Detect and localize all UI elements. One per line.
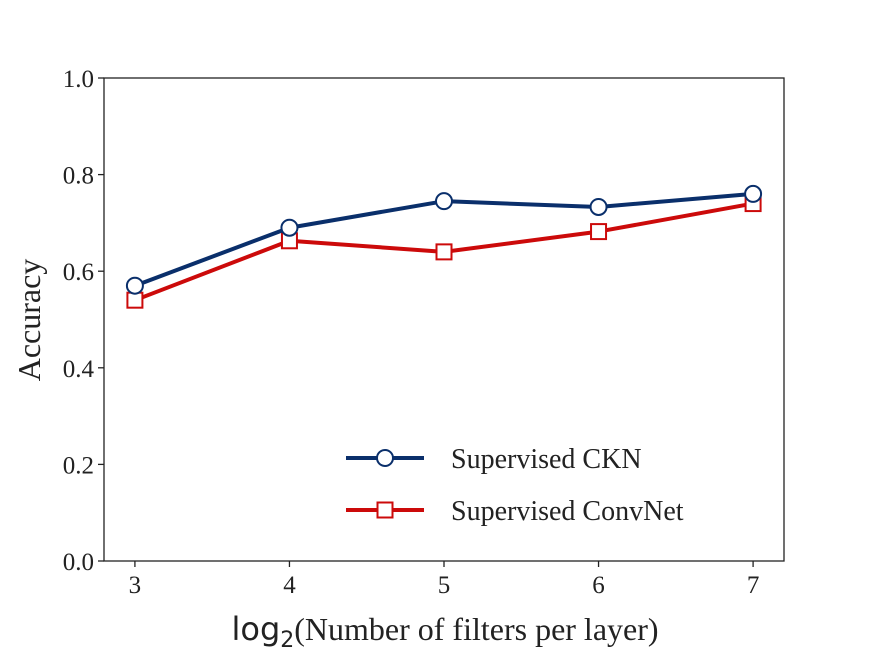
y-tick-label: 0.2 (63, 452, 94, 479)
y-tick-label: 0.0 (63, 549, 94, 576)
data-point-supervised-ckn (745, 186, 761, 202)
y-tick-label: 0.8 (63, 163, 94, 190)
line-chart: 0.0 0.2 0.4 0.6 0.8 1.0 3 4 5 6 7 Accuracy log2(Nu… (0, 0, 872, 654)
y-tick-label: 0.6 (63, 259, 94, 286)
x-axis-title-subscript: 2 (280, 628, 294, 653)
data-point-supervised-convnet (437, 244, 452, 259)
y-tick-label: 0.4 (63, 356, 95, 383)
x-axis-title-text: (Number of filters per layer) (294, 611, 658, 647)
y-tick-label: 1.0 (63, 66, 94, 93)
data-point-supervised-ckn (127, 278, 143, 294)
x-axis-title: log2(Number of filters per layer) (231, 610, 658, 653)
data-point-supervised-ckn (436, 193, 452, 209)
series-supervised-ckn (127, 186, 761, 294)
series-layer (127, 186, 761, 308)
legend-marker-supervised-ckn (377, 450, 393, 466)
legend-label-supervised-convnet: Supervised ConvNet (451, 496, 684, 527)
legend-label-supervised-ckn: Supervised CKN (451, 444, 642, 475)
x-tick-label: 6 (592, 572, 605, 599)
x-tick-label: 7 (747, 572, 760, 599)
y-axis-title: Accuracy (11, 259, 47, 382)
legend-marker-supervised-convnet (378, 503, 393, 518)
legend: Supervised CKN Supervised ConvNet (346, 444, 684, 527)
data-point-supervised-convnet (127, 293, 142, 308)
data-point-supervised-ckn (591, 199, 607, 215)
x-axis-title-func: log (231, 610, 280, 648)
x-tick-label: 3 (129, 572, 142, 599)
plot-frame (104, 78, 784, 561)
data-point-supervised-convnet (591, 224, 606, 239)
x-tick-label: 4 (283, 572, 296, 599)
data-point-supervised-ckn (281, 220, 297, 236)
x-tick-label: 5 (438, 572, 451, 599)
